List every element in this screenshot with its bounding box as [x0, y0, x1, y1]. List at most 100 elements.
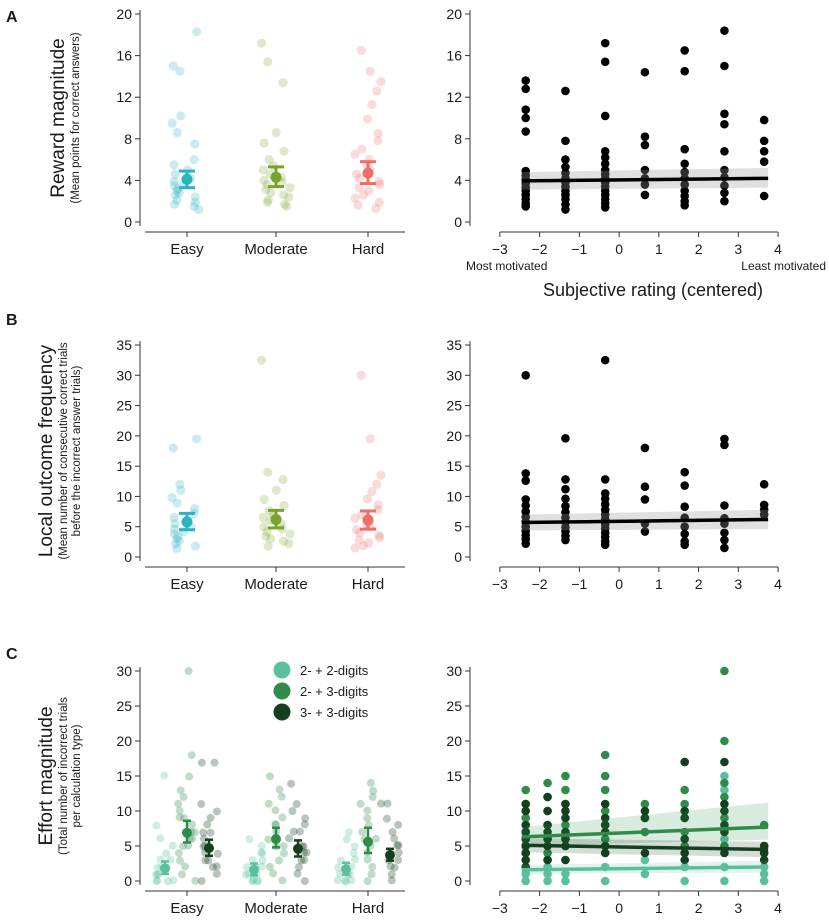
data-point [376, 77, 386, 87]
data-point [265, 862, 274, 871]
data-point [600, 771, 610, 781]
data-point [394, 848, 403, 857]
x-tick-label: 2 [695, 241, 703, 257]
y-tick-label: 0 [124, 214, 132, 230]
data-point [521, 84, 531, 94]
y-axis-title: Local outcome frequency [36, 344, 57, 557]
data-point [600, 540, 610, 550]
data-point [275, 785, 284, 794]
data-point [720, 146, 729, 156]
data-point [680, 848, 689, 858]
data-point [263, 467, 273, 477]
panel-b-right: 0 5 10 15 20 25 30 35 −3 −2 −1 0 1 2 3 4 [446, 337, 782, 592]
data-point [253, 877, 262, 886]
data-point [176, 111, 186, 121]
data-point [680, 144, 689, 154]
data-point [640, 527, 650, 536]
data-point [357, 144, 367, 154]
data-point [284, 539, 294, 549]
x-tick-label: 0 [615, 241, 623, 257]
data-point [388, 828, 397, 837]
data-point [262, 197, 272, 207]
data-point [720, 501, 729, 510]
data-point [680, 529, 689, 539]
data-point [355, 173, 365, 183]
data-point [259, 494, 269, 505]
data-point [279, 849, 288, 858]
data-point [356, 370, 366, 380]
data-point [680, 502, 689, 512]
x-category-label: Moderate [244, 576, 307, 593]
data-point [561, 813, 570, 823]
data-point [600, 159, 610, 169]
y-tick-label: 10 [446, 803, 462, 819]
data-point [561, 155, 570, 164]
data-point [759, 876, 769, 886]
x-axis-title: Subjective rating (centered) [543, 280, 763, 300]
data-point [366, 778, 375, 787]
data-point [720, 666, 729, 676]
data-point [293, 869, 302, 878]
y-tick-label: 30 [446, 663, 462, 679]
mean-point [204, 843, 214, 854]
y-tick-label: 5 [454, 838, 462, 854]
data-point [600, 111, 610, 121]
data-point [203, 820, 212, 829]
data-point [600, 813, 610, 823]
data-point [561, 785, 570, 795]
data-point [172, 195, 182, 205]
data-point [179, 842, 188, 851]
data-point [264, 799, 273, 808]
regression-line [521, 517, 769, 525]
data-point [543, 778, 552, 788]
data-point [188, 834, 197, 843]
data-point [720, 434, 729, 444]
data-point [640, 140, 650, 150]
data-point [204, 856, 213, 865]
data-point [170, 519, 180, 529]
legend-swatch [273, 703, 291, 721]
data-point [720, 26, 729, 35]
legend-label: 2- + 2-digits [300, 663, 369, 678]
x-category-label: Easy [170, 900, 204, 917]
regression-line [521, 865, 769, 872]
y-tick-label: 0 [124, 873, 132, 889]
data-point [258, 849, 267, 858]
x-tick-label: 1 [655, 576, 663, 592]
data-point [543, 869, 552, 879]
regression-line [521, 825, 769, 839]
mean-point [160, 863, 170, 874]
panel-b-left: B 0 5 10 15 20 25 30 35 Easy Moderate Hard Local out… [6, 312, 405, 593]
data-point [720, 181, 729, 190]
y-tick-label: 0 [454, 873, 462, 889]
data-point [387, 876, 396, 885]
data-point [258, 165, 268, 175]
legend-swatch [273, 682, 291, 700]
data-point [297, 856, 306, 865]
x-tick-label: 2 [695, 576, 703, 592]
data-point [210, 758, 219, 767]
data-point [212, 869, 221, 878]
data-point [292, 800, 301, 809]
data-point [363, 877, 372, 886]
data-point [373, 500, 383, 510]
data-point [362, 114, 373, 124]
data-point [175, 479, 185, 489]
data-point [521, 785, 531, 795]
data-point [176, 786, 185, 795]
data-point [600, 799, 610, 809]
y-tick-label: 20 [116, 733, 132, 749]
data-point [212, 862, 221, 871]
data-point [212, 807, 221, 816]
data-point [245, 835, 254, 844]
data-point [285, 834, 294, 843]
data-point [680, 66, 689, 76]
data-point [720, 778, 729, 788]
mean-point [293, 843, 303, 854]
y-tick-label: 16 [446, 48, 462, 64]
data-point [175, 806, 184, 815]
data-point [521, 495, 531, 504]
data-point [640, 482, 650, 492]
